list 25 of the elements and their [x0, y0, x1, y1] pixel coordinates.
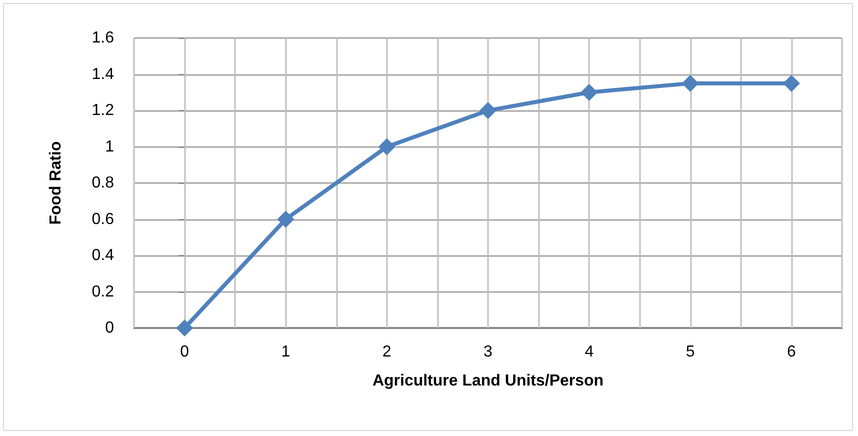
point [480, 102, 496, 119]
point [782, 74, 800, 92]
point [277, 210, 294, 228]
x-tick-label: 2 [382, 344, 392, 360]
x-tick-label: 3 [484, 344, 493, 360]
y-tick-label: 1 [105, 138, 114, 156]
x-tick-label: 6 [786, 344, 796, 360]
y-tick-label: 0.4 [92, 247, 114, 264]
point [378, 138, 396, 156]
y-tick-label: 0.2 [92, 283, 114, 300]
y-tick-label: 0.8 [92, 174, 114, 192]
x-tick-label: 0 [180, 344, 190, 360]
point [580, 84, 598, 101]
y-tick-label: 1.2 [92, 102, 114, 119]
point [176, 320, 194, 336]
x-tick-label: 4 [584, 344, 594, 360]
y-axis-title: Food Ratio [48, 141, 64, 225]
y-tick-label: 0 [105, 320, 114, 336]
y-tick-label: 0.6 [92, 210, 114, 228]
x-tick-label: 1 [281, 344, 290, 360]
x-axis-title: Agriculture Land Units/Person [372, 372, 604, 390]
x-tick-label: 5 [686, 344, 695, 360]
y-tick-label: 1.6 [92, 30, 114, 46]
point [682, 74, 699, 92]
y-tick-label: 1.4 [92, 66, 114, 83]
